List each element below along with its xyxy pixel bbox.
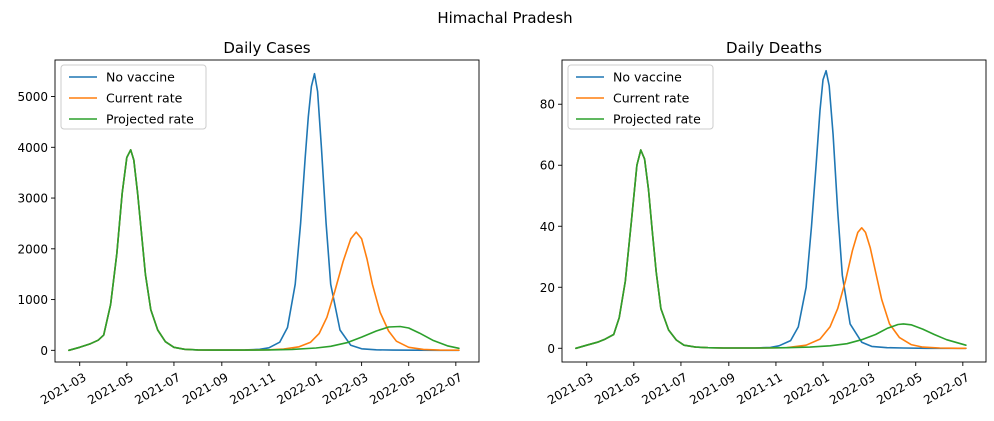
y-tick-label: 60: [540, 159, 555, 173]
x-tick-label: 2022-03: [827, 370, 877, 407]
x-tick-label: 2022-01: [275, 370, 325, 407]
x-tick-label: 2022-07: [921, 370, 971, 407]
x-tick-label: 2021-11: [734, 370, 784, 407]
axes-frame: [561, 59, 987, 363]
y-tick-label: 0: [40, 344, 48, 358]
series-line-current-rate: [575, 149, 967, 350]
y-tick-label: 2000: [17, 242, 48, 256]
y-tick-label: 0: [547, 342, 555, 356]
x-tick-label: 2021-11: [227, 370, 277, 407]
x-tick-label: 2022-03: [320, 370, 370, 407]
x-tick-label: 2021-09: [180, 370, 230, 407]
legend-label-no-vaccine: No vaccine: [613, 70, 682, 85]
x-tick-label: 2021-09: [687, 370, 737, 407]
legend-label-projected-rate: Projected rate: [613, 112, 701, 127]
series-line-projected-rate: [68, 149, 460, 352]
legend-frame: [60, 64, 207, 130]
x-tick-label: 2022-05: [874, 370, 924, 407]
axes-title: Daily Deaths: [726, 39, 822, 57]
y-tick-label: 80: [540, 98, 555, 112]
y-tick-label: 20: [540, 281, 555, 295]
axes-frame: [54, 59, 480, 363]
x-tick-label: 2021-07: [132, 370, 182, 407]
legend-label-current-rate: Current rate: [613, 91, 690, 106]
x-tick-label: 2021-03: [545, 370, 595, 407]
x-tick-label: 2022-07: [414, 370, 464, 407]
y-tick-label: 1000: [17, 293, 48, 307]
figure-suptitle: Himachal Pradesh: [437, 9, 572, 27]
y-tick-label: 40: [540, 220, 555, 234]
legend-frame: [567, 64, 714, 130]
y-tick-label: 3000: [17, 192, 48, 206]
x-tick-label: 2021-03: [38, 370, 88, 407]
x-tick-label: 2021-07: [639, 370, 689, 407]
x-tick-label: 2021-05: [592, 370, 642, 407]
y-tick-label: 4000: [17, 141, 48, 155]
legend-label-no-vaccine: No vaccine: [106, 70, 175, 85]
chart-daily-deaths: Daily Deaths0204060802021-032021-052021-…: [540, 39, 987, 407]
chart-daily-cases: Daily Cases0100020003000400050002021-032…: [17, 39, 480, 407]
series-line-current-rate: [68, 149, 460, 352]
axes-title: Daily Cases: [223, 39, 310, 57]
x-tick-label: 2021-05: [85, 370, 135, 407]
legend: No vaccine Current rate Projected rate: [567, 64, 714, 130]
legend: No vaccine Current rate Projected rate: [60, 64, 207, 130]
x-tick-label: 2022-05: [367, 370, 417, 407]
y-tick-label: 5000: [17, 90, 48, 104]
x-tick-label: 2022-01: [782, 370, 832, 407]
series-line-projected-rate: [575, 149, 967, 350]
legend-label-current-rate: Current rate: [106, 91, 183, 106]
legend-label-projected-rate: Projected rate: [106, 112, 194, 127]
